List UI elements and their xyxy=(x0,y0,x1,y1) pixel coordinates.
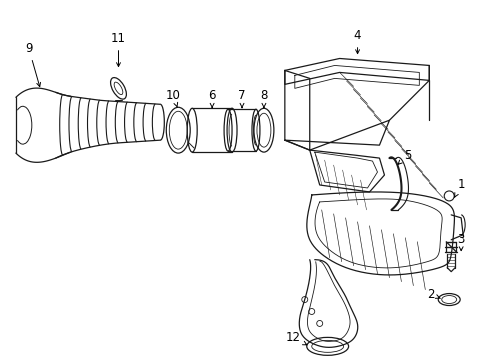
Text: 10: 10 xyxy=(165,89,181,107)
Text: 3: 3 xyxy=(457,233,464,251)
Text: 5: 5 xyxy=(397,149,410,164)
Text: 11: 11 xyxy=(111,32,126,67)
Text: 1: 1 xyxy=(454,179,464,197)
Text: 2: 2 xyxy=(427,288,440,301)
Text: 8: 8 xyxy=(260,89,267,108)
Text: 12: 12 xyxy=(285,331,306,345)
Text: 6: 6 xyxy=(208,89,215,108)
Text: 4: 4 xyxy=(353,29,361,54)
Text: 7: 7 xyxy=(238,89,245,108)
Text: 9: 9 xyxy=(25,42,41,87)
